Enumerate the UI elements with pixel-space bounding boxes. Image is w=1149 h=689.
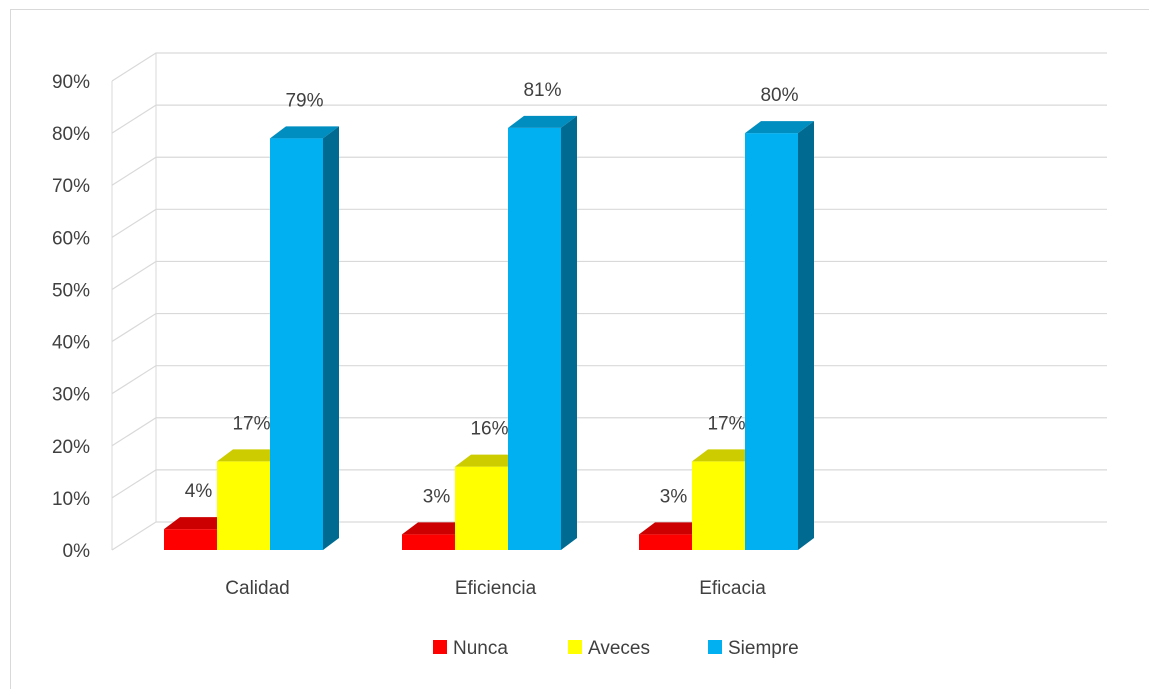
bar-side [323, 126, 339, 551]
bar-top [402, 522, 471, 535]
y-tick-label: 30% [52, 385, 90, 406]
legend-item-siempre: Siempre [708, 638, 799, 659]
gridline [111, 156, 1107, 186]
data-label: 17% [232, 413, 270, 434]
y-tick-label: 50% [52, 280, 90, 301]
bar-siempre-eficiencia [508, 115, 577, 551]
data-label: 80% [760, 85, 798, 106]
legend-item-nunca: Nunca [433, 638, 508, 659]
y-tick-label: 70% [52, 176, 90, 197]
y-tick-label: 40% [52, 333, 90, 354]
bar-front [217, 461, 270, 550]
data-label: 3% [660, 486, 688, 507]
bar-front [164, 529, 217, 550]
category-label: Calidad [225, 578, 289, 599]
legend-swatch [708, 640, 722, 654]
bars [164, 115, 814, 551]
legend-swatch [568, 640, 582, 654]
bar-front [745, 133, 798, 550]
y-axis-ticks: 0% 10% 20% 30% 40% 50% 60% 70% 80% 90% [52, 72, 90, 562]
y-tick-label: 60% [52, 228, 90, 249]
legend-label: Nunca [453, 638, 508, 659]
legend: Nunca Aveces Siempre [433, 638, 799, 659]
gridline [111, 260, 1107, 290]
bar-side [561, 115, 577, 551]
chart-frame [10, 9, 1149, 689]
y-tick-label: 0% [63, 541, 91, 562]
bar-top [639, 522, 708, 535]
bar-top [455, 454, 524, 467]
data-label: 16% [470, 419, 508, 440]
data-label: 17% [707, 413, 745, 434]
y-tick-label: 10% [52, 489, 90, 510]
gridline [111, 104, 1107, 134]
bar-siempre-eficacia [745, 121, 814, 550]
bar-front [692, 461, 745, 550]
data-label: 79% [285, 90, 323, 111]
bar-top [217, 449, 286, 462]
gridline [111, 208, 1107, 238]
data-label: 4% [185, 481, 213, 502]
gridline [111, 312, 1107, 343]
y-tick-label: 80% [52, 124, 90, 145]
bar-top [745, 121, 814, 134]
data-labels: 4% 17% 79% 3% 16% 81% 3% 17% 80% [185, 80, 799, 507]
category-label: Eficiencia [455, 578, 537, 599]
data-label: 3% [423, 486, 451, 507]
bar-siempre-calidad [270, 126, 339, 551]
bar-front [639, 534, 692, 550]
legend-swatch [433, 640, 447, 654]
legend-label: Siempre [728, 638, 799, 659]
data-label: 81% [523, 80, 561, 101]
legend-item-aveces: Aveces [568, 638, 650, 659]
bar-front [270, 138, 323, 551]
bar-top [270, 126, 339, 139]
legend-label: Aveces [588, 638, 650, 659]
category-label: Eficacia [699, 578, 766, 599]
chart-walls [111, 53, 157, 550]
bar-front [455, 466, 508, 550]
y-tick-label: 90% [52, 72, 90, 93]
bar-top [692, 449, 761, 462]
bar-front [402, 534, 455, 550]
category-labels: Calidad Eficiencia Eficacia [225, 578, 766, 599]
gridline [111, 52, 1107, 82]
y-tick-label: 20% [52, 437, 90, 458]
gridline [111, 365, 1107, 395]
bar-front [508, 127, 561, 551]
bar-top [164, 517, 233, 530]
bar-side [798, 121, 814, 550]
bar-top [508, 115, 577, 128]
